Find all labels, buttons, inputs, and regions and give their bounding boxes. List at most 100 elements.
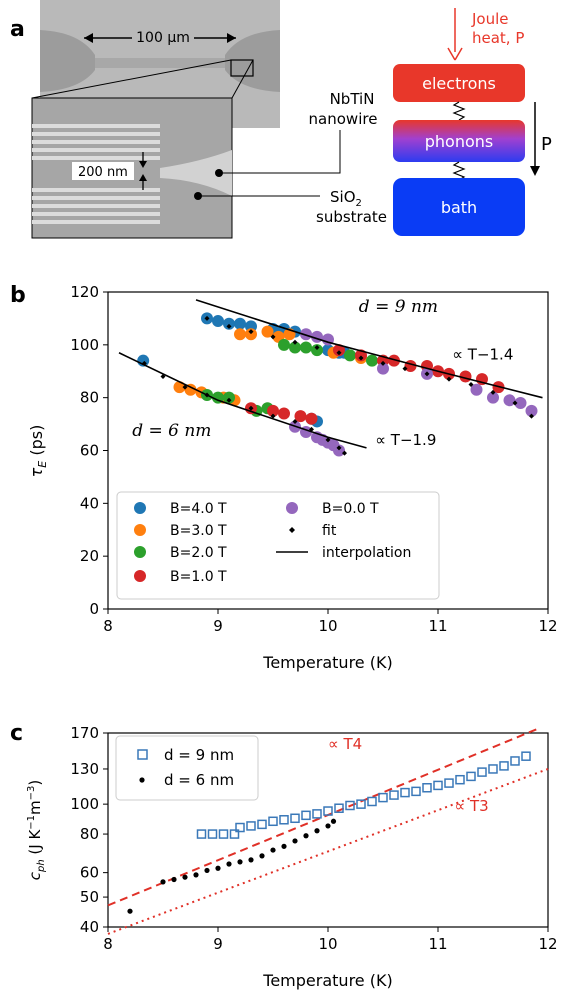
legend-marker (134, 570, 146, 582)
nanowire-leader (219, 130, 341, 174)
data-point-d9 (334, 803, 344, 813)
data-point (344, 349, 356, 362)
data-point (404, 359, 417, 372)
data-point-d6 (330, 818, 337, 824)
data-point-d9 (246, 821, 256, 831)
data-point (514, 396, 527, 409)
fit-point (204, 315, 210, 321)
data-point-d6 (215, 865, 221, 871)
data-point-d6 (314, 828, 320, 834)
data-point (234, 328, 246, 341)
data-point-d9 (389, 790, 399, 800)
data-point-d9 (411, 786, 421, 797)
interpolation-line (118, 352, 367, 449)
data-point-d9 (235, 822, 245, 833)
data-point (388, 354, 400, 367)
fit-point (270, 413, 276, 419)
zoom-line-left (31, 59, 232, 99)
fit-point (292, 339, 298, 345)
fit-point (529, 413, 534, 419)
data-point (289, 341, 301, 354)
data-point-d9 (455, 774, 465, 785)
bath-label: bath (441, 198, 477, 217)
data-point-d6 (270, 847, 276, 853)
x-tick-label: 8 (103, 935, 113, 953)
data-point-d9 (356, 799, 366, 809)
joule-arrowhead (447, 47, 463, 61)
fit-point (248, 329, 254, 335)
data-point (366, 354, 378, 367)
data-point (234, 317, 246, 330)
interpolation-line (195, 299, 543, 399)
data-point (333, 344, 345, 357)
spring-1 (452, 101, 466, 121)
data-point-d6 (193, 872, 199, 878)
annotation-d9: d = 9 nm (359, 297, 438, 317)
data-point-d9 (229, 829, 240, 839)
panel-b-label: b (10, 283, 26, 308)
data-point (223, 317, 235, 330)
joule-label-2: heat, P (472, 29, 524, 47)
legend-label: fit (322, 523, 337, 539)
x-tick-label: 10 (318, 617, 337, 635)
data-point-d6 (226, 861, 232, 867)
scale-label-top: 100 μm (136, 30, 190, 46)
data-point (487, 391, 499, 404)
x-tick-label: 10 (318, 935, 337, 953)
inset-scale-bg (72, 162, 134, 180)
data-point (311, 344, 323, 357)
data-point (333, 444, 345, 457)
y-tick-label: 40 (80, 918, 99, 936)
data-point (278, 338, 290, 351)
data-point (278, 407, 290, 420)
annotation-power9: ∝ T−1.4 (452, 345, 513, 363)
chart-b-data (118, 299, 543, 457)
inset-scale-label: 200 nm (78, 165, 128, 180)
data-point-d6 (127, 908, 133, 914)
fit-point (512, 400, 518, 406)
data-point-d9 (488, 764, 498, 774)
joule-label-1: Joule (471, 10, 509, 28)
guide-t3 (107, 768, 549, 935)
data-point-d9 (290, 813, 300, 824)
fit-point (141, 360, 147, 366)
legend-label: interpolation (322, 545, 411, 561)
substrate-label-2: substrate (316, 208, 387, 226)
fit-point (270, 334, 276, 340)
y-tick-label: 0 (89, 600, 99, 618)
y-tick-label: 60 (80, 442, 99, 460)
legend-marker (139, 777, 145, 783)
y-axis-label: cph (J K−1m−3) (26, 780, 47, 881)
data-point-d9 (312, 809, 322, 819)
electrons-box (393, 64, 525, 102)
legend-label: B=3.0 T (170, 523, 227, 539)
fit-point (424, 371, 430, 377)
data-point-d9 (279, 815, 289, 825)
y-tick-label: 80 (80, 389, 99, 407)
data-point (267, 404, 279, 417)
bath-box (393, 178, 525, 236)
substrate-label-1: SiO2 (330, 188, 362, 209)
data-point (245, 328, 257, 341)
data-point-d9 (345, 800, 355, 811)
data-point-d9 (444, 778, 454, 788)
data-point-d9 (400, 787, 410, 798)
fit-point (204, 392, 210, 398)
fit-point (490, 389, 496, 395)
y-tick-label: 130 (70, 760, 99, 778)
fit-point (160, 374, 166, 380)
chart-c-axes: 8 9 10 11 12 40 50 60 80 100 130 170 Temperature (K)… (26, 724, 558, 990)
fit-point (446, 376, 452, 382)
sem-pad-left (40, 30, 95, 92)
fit-point (226, 397, 232, 403)
fit-point (468, 381, 474, 387)
data-point-d9 (466, 771, 476, 782)
fit-point (248, 405, 254, 411)
fit-point (380, 360, 386, 366)
fit-point (325, 437, 331, 443)
legend-label: d = 9 nm (164, 746, 234, 764)
chart-c-legend: d = 9 nm d = 6 nm (115, 735, 259, 801)
data-point (305, 412, 318, 425)
